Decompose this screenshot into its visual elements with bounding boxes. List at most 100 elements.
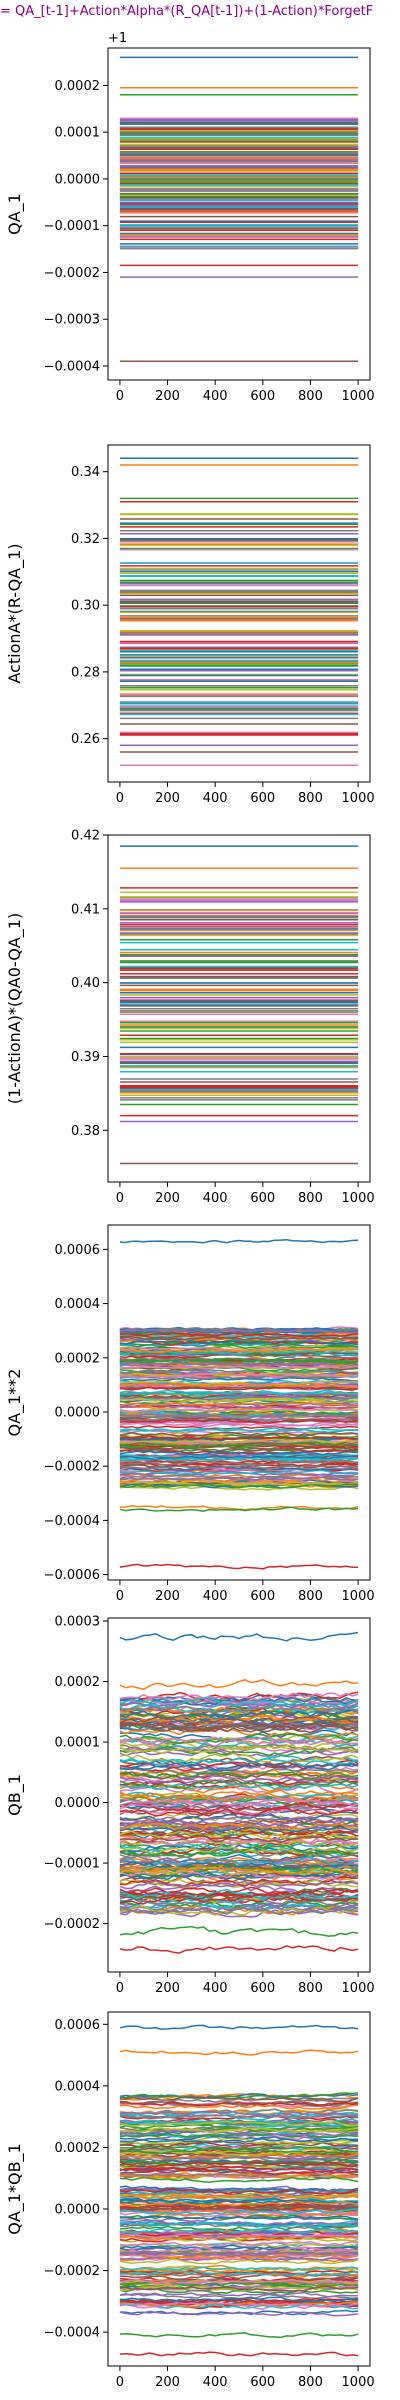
- y-tick-label: −0.0004: [44, 1514, 100, 1529]
- axes-frame: [107, 2011, 371, 2367]
- series-line: [119, 1391, 359, 1396]
- series-line: [119, 1752, 359, 1764]
- series-line: [119, 2138, 359, 2146]
- series-line: [119, 1382, 359, 1389]
- series-line: [119, 2148, 359, 2155]
- series-line: [119, 1814, 359, 1825]
- series-line: [119, 2332, 359, 2339]
- y-axis-label: QA_1**2: [5, 1369, 25, 1437]
- y-tick-label: 0.0006: [55, 1243, 101, 1258]
- series-line: [119, 1900, 359, 1910]
- series-line: [119, 2176, 359, 2183]
- series-line: [119, 1766, 359, 1775]
- series-line: [119, 2205, 359, 2212]
- series-line: [119, 2208, 359, 2216]
- series-line: [119, 2158, 359, 2166]
- series-line: [119, 2250, 359, 2256]
- y-tick-label: 0.0002: [55, 2141, 101, 2156]
- y-tick-label: 0.42: [71, 829, 100, 844]
- x-tick-label: 200: [155, 1191, 180, 1206]
- series-line: [119, 1828, 359, 1840]
- series-line: [119, 1866, 359, 1876]
- series-line: [119, 2096, 359, 2103]
- series-line: [119, 1744, 359, 1754]
- series-line: [119, 1469, 359, 1476]
- series-line: [119, 2110, 359, 2117]
- y-tick-label: −0.0004: [44, 2326, 100, 2341]
- y-tick-label: −0.0002: [44, 2264, 100, 2279]
- series-line: [119, 1855, 359, 1866]
- y-tick-label: 0.40: [71, 976, 100, 991]
- x-tick-label: 400: [203, 1191, 228, 1206]
- x-tick-label: 1000: [342, 1191, 375, 1206]
- axes-frame: [107, 834, 371, 1183]
- series-line: [119, 2100, 359, 2107]
- series-line: [119, 2270, 359, 2277]
- series-line: [119, 2104, 359, 2110]
- y-tick-label: 0.0004: [55, 2079, 101, 2094]
- x-tick-label: 0: [116, 1981, 124, 1996]
- series-group: [119, 457, 359, 767]
- series-line: [119, 1335, 359, 1341]
- series-line: [119, 1714, 359, 1724]
- y-tick-label: −0.0002: [44, 1460, 100, 1475]
- series-line: [119, 1395, 359, 1401]
- series-line: [119, 1372, 359, 1379]
- y-axis-label: (1-ActionA)*(QA0-QA_1): [5, 913, 25, 1104]
- series-line: [119, 2188, 359, 2196]
- x-tick-label: 800: [298, 1191, 323, 1206]
- series-line: [119, 2296, 359, 2303]
- x-tick-label: 1000: [342, 1981, 375, 1996]
- y-axis-label: QA_1: [5, 193, 25, 235]
- series-line: [119, 1720, 359, 1731]
- y-tick-label: 0.0003: [55, 1615, 101, 1630]
- series-line: [119, 1784, 359, 1795]
- y-tick-label: 0.0000: [55, 1405, 101, 1420]
- series-line: [119, 1798, 359, 1809]
- series-line: [119, 2310, 359, 2317]
- series-line: [119, 1404, 359, 1410]
- series-line: [119, 2188, 359, 2197]
- figure-title: = QA_[t-1]+Action*Alpha*(R_QA[t-1])+(1-A…: [0, 4, 374, 19]
- series-line: [119, 2200, 359, 2207]
- series-line: [119, 2301, 359, 2308]
- x-tick-label: 0: [116, 791, 124, 806]
- series-line: [119, 2100, 359, 2108]
- x-tick-label: 1000: [342, 1589, 375, 1604]
- series-line: [119, 1880, 359, 1890]
- series-line: [119, 1886, 359, 1896]
- series-line: [119, 1376, 359, 1382]
- series-line: [119, 1704, 359, 1714]
- series-line: [119, 2172, 359, 2180]
- y-tick-label: 0.0001: [55, 126, 101, 141]
- series-line: [119, 1749, 359, 1757]
- series-line: [119, 2092, 359, 2099]
- x-tick-label: 600: [250, 791, 275, 806]
- series-line: [119, 1762, 359, 1772]
- y-tick-label: −0.0002: [44, 266, 100, 281]
- y-tick-label: 0.0004: [55, 1297, 101, 1312]
- series-line: [119, 2049, 359, 2056]
- x-tick-label: 0: [116, 1191, 124, 1206]
- series-line: [119, 1401, 359, 1407]
- series-line: [119, 2215, 359, 2221]
- y-tick-label: −0.0001: [44, 1857, 100, 1872]
- series-line: [119, 2192, 359, 2199]
- series-line: [119, 2309, 359, 2316]
- x-tick-label: 1000: [342, 2375, 375, 2390]
- series-line: [119, 1407, 359, 1413]
- x-tick-label: 600: [250, 1191, 275, 1206]
- series-line: [119, 2278, 359, 2284]
- series-line: [119, 1398, 359, 1404]
- series-line: [119, 1861, 359, 1869]
- series-line: [119, 1732, 359, 1745]
- series-line: [119, 2233, 359, 2240]
- y-tick-label: 0.0000: [55, 2203, 101, 2218]
- series-line: [119, 2170, 359, 2177]
- series-line: [119, 1905, 359, 1916]
- series-group: [119, 845, 359, 1165]
- series-line: [119, 2132, 359, 2139]
- series-line: [119, 1736, 359, 1748]
- series-line: [119, 1679, 359, 1690]
- series-line: [119, 1340, 359, 1345]
